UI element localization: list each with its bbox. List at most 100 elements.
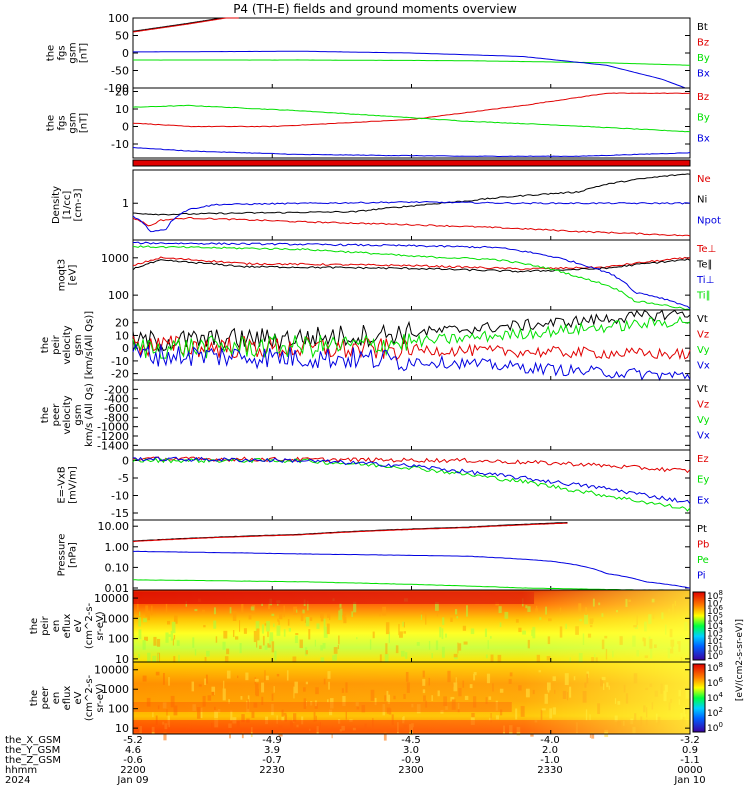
y-tick-label: -400 [104, 393, 129, 406]
series-line-Pe [133, 579, 690, 591]
x-axis-row-label: hhmm [5, 765, 37, 776]
y-axis-label: [cm-3] [73, 188, 84, 221]
y-axis-label: moqt3 [57, 259, 68, 292]
colorbar-scale [692, 591, 706, 661]
y-tick-label: 100 [108, 289, 129, 302]
series-line-Bx [132, 147, 691, 158]
series-line-By [133, 59, 690, 66]
series-line-Ti⊥ [133, 241, 691, 310]
legend-By: By [697, 53, 710, 64]
y-axis-label: (cm^2-s- [84, 674, 95, 721]
legend-Vx: Vx [697, 361, 710, 372]
y-axis-label: [nT] [79, 113, 90, 133]
y-tick-label: -1000 [97, 421, 129, 434]
colorbar-tick-label: 104 [707, 619, 723, 632]
y-axis-label: gsm [73, 334, 84, 355]
panel-peer_velocity: -200-400-600-800-1000-1200-1400 the peer ve… [40, 379, 710, 452]
legend-Pi: Pi [697, 571, 706, 582]
y-tick-label: 0 [122, 47, 129, 60]
series-line-Vz [132, 335, 691, 361]
colorbar-tick-label: 101 [707, 642, 723, 655]
y-axis-label: sr-eV) [95, 683, 106, 712]
y-axis-label: the [40, 337, 51, 353]
legend-Bt: Bt [697, 22, 708, 33]
y-axis-label: peer [51, 403, 62, 427]
series-line-Vy [132, 315, 691, 359]
legend-Vt: Vt [697, 384, 708, 395]
y-tick-label: -200 [104, 383, 129, 396]
y-tick-label: 100 [108, 633, 129, 646]
y-tick-label: -5 [118, 472, 129, 485]
legend-Ne: Ne [697, 174, 711, 185]
colorbar-tick-label: 103 [707, 627, 723, 640]
y-tick-label: -15 [111, 507, 129, 520]
series-line-Pb [132, 522, 568, 543]
legend-Vx: Vx [697, 431, 710, 442]
series-line-Bt [133, 17, 239, 32]
series-line-Ez [132, 456, 691, 474]
legend-Vz: Vz [697, 330, 709, 341]
legend-Ti⊥: Ti⊥ [696, 275, 714, 286]
series-line-Vx [132, 343, 691, 382]
y-tick-label: -10 [111, 355, 129, 368]
flag-bar [133, 160, 690, 166]
colorbar-tick-label: 104 [707, 691, 723, 704]
y-tick-label: 1 [122, 197, 129, 210]
x-axis-value: 2.0 [542, 745, 558, 756]
x-axis-value: -4.9 [262, 735, 282, 746]
y-axis-label: gsm [68, 112, 79, 133]
legend-Bx: Bx [697, 133, 710, 144]
y-axis-label: [nT] [79, 43, 90, 63]
series-line-Pi [133, 550, 691, 589]
series-line-Bz [132, 92, 691, 128]
legend-Pt: Pt [697, 524, 707, 535]
y-axis-label: the [46, 45, 57, 61]
y-tick-label: 0.10 [105, 561, 130, 574]
x-axis-value: 4.6 [125, 745, 141, 756]
x-axis-value: Jan 10 [673, 775, 705, 786]
panel-temperature: 1000 100 moqt3 [eV] Te⊥ Te∥ Ti⊥ Ti∥ [57, 239, 716, 311]
x-axis-value: 3.0 [403, 745, 419, 756]
y-axis-label: E=-VxB [57, 466, 68, 503]
y-tick-label: 10000 [94, 664, 129, 677]
y-tick-label: 50 [115, 30, 129, 43]
x-axis-value: -4.5 [401, 735, 421, 746]
legend-Npot: Npot [697, 215, 721, 226]
y-axis-label: km/s (All Qs) [84, 383, 95, 447]
panel-fgs_gsm: 100 50 0 -50 -100 the fgs gsm [nT] Bt Bz By Bx [46, 12, 710, 95]
series-line-Ne [132, 217, 691, 237]
y-axis-label: fgs [57, 45, 68, 60]
legend-Te∥: Te∥ [696, 260, 713, 271]
y-axis-label: eV [73, 691, 84, 704]
flag-bar-frame [132, 159, 691, 167]
y-tick-label: 0 [122, 121, 129, 134]
legend-Vt: Vt [697, 314, 708, 325]
legend-Te⊥: Te⊥ [696, 244, 716, 255]
y-tick-label: -10 [111, 490, 129, 503]
x-axis-value: 0.9 [682, 745, 698, 756]
y-tick-label: 0.01 [105, 582, 130, 595]
colorbar-tick-label: 107 [707, 597, 723, 610]
series-line-Te⊥ [132, 256, 691, 271]
legend-Ey: Ey [697, 475, 709, 486]
legend-By: By [697, 113, 710, 124]
x-axis-value: -0.6 [123, 755, 143, 766]
spectrogram-fade [133, 590, 690, 662]
x-axis-value: 3.9 [264, 745, 280, 756]
y-tick-label: -1400 [97, 439, 129, 452]
legend-Bx: Bx [697, 69, 710, 80]
y-axis-label: eflux [62, 686, 73, 711]
x-axis-value: 2230 [259, 765, 284, 776]
y-axis-label: peer [40, 686, 51, 710]
legend-Ex: Ex [697, 495, 709, 506]
y-axis-label: [nPa] [68, 542, 79, 568]
y-axis-label: the [29, 618, 40, 634]
x-axis-value: 2300 [398, 765, 423, 776]
y-axis-label: (cm^2-s- [84, 602, 95, 649]
colorbar-label: [eV/(cm2-s-sr-eV)] [735, 619, 745, 701]
y-tick-label: 10.00 [98, 520, 130, 533]
series-line-By [132, 104, 691, 133]
x-axis-value: 2200 [120, 765, 145, 776]
colorbar-tick-label: 108 [707, 589, 723, 602]
